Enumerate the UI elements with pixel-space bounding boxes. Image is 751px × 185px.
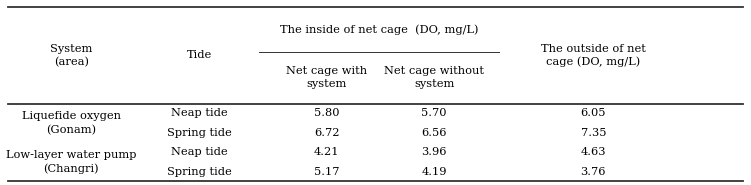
Text: Net cage with
system: Net cage with system (286, 66, 367, 89)
Text: 6.56: 6.56 (421, 128, 447, 138)
Text: 7.35: 7.35 (581, 128, 606, 138)
Text: System
(area): System (area) (50, 44, 92, 67)
Text: Neap tide: Neap tide (170, 147, 228, 157)
Text: Tide: Tide (186, 51, 212, 60)
Text: Spring tide: Spring tide (167, 166, 231, 177)
Text: 3.76: 3.76 (581, 166, 606, 177)
Text: Net cage without
system: Net cage without system (384, 66, 484, 89)
Text: 4.63: 4.63 (581, 147, 606, 157)
Text: 4.21: 4.21 (314, 147, 339, 157)
Text: 6.05: 6.05 (581, 108, 606, 118)
Text: 4.19: 4.19 (421, 166, 447, 177)
Text: Spring tide: Spring tide (167, 128, 231, 138)
Text: 5.80: 5.80 (314, 108, 339, 118)
Text: The outside of net
cage (DO, mg/L): The outside of net cage (DO, mg/L) (541, 43, 646, 68)
Text: 6.72: 6.72 (314, 128, 339, 138)
Text: Low-layer water pump
(Changri): Low-layer water pump (Changri) (6, 150, 137, 174)
Text: Neap tide: Neap tide (170, 108, 228, 118)
Text: 5.17: 5.17 (314, 166, 339, 177)
Text: The inside of net cage  (DO, mg/L): The inside of net cage (DO, mg/L) (280, 24, 478, 35)
Text: 5.70: 5.70 (421, 108, 447, 118)
Text: Liquefide oxygen
(Gonam): Liquefide oxygen (Gonam) (22, 111, 121, 135)
Text: 3.96: 3.96 (421, 147, 447, 157)
